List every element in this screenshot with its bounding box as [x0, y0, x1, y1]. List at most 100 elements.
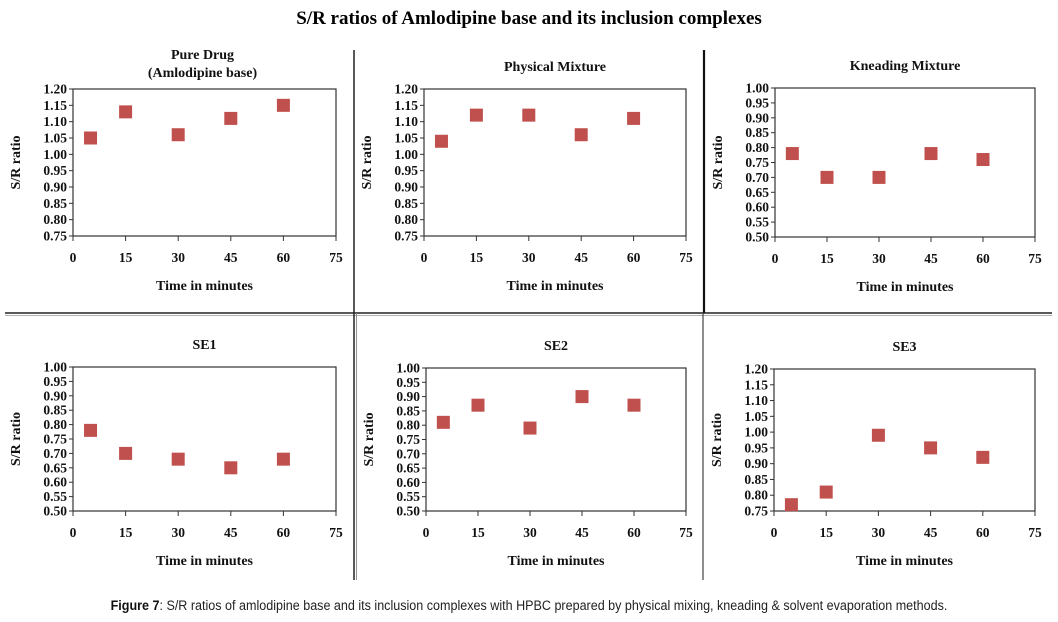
plot-area [72, 88, 337, 237]
y-tick-label: 0.75 [744, 504, 768, 519]
data-point-marker [976, 153, 990, 167]
data-point-marker [785, 147, 799, 161]
data-point-marker [224, 461, 238, 475]
data-point-marker [84, 423, 98, 437]
x-tick-label: 0 [421, 250, 428, 265]
y-tick-label: 0.90 [745, 110, 769, 125]
y-tick-label: 1.05 [744, 409, 768, 424]
y-tick-label: 0.70 [745, 170, 769, 185]
chart-panel-1: Pure Drug(Amlodipine base)0.750.800.850.… [9, 48, 343, 294]
y-tick-label: 1.00 [43, 147, 67, 162]
y-tick-label: 1.00 [396, 361, 420, 376]
x-tick-label: 30 [171, 250, 185, 265]
y-tick-label: 0.90 [744, 456, 768, 471]
y-tick-label: 0.80 [43, 212, 67, 227]
y-tick-label: 0.55 [43, 489, 67, 504]
data-point-marker [872, 170, 886, 184]
chart-subtitle: (Amlodipine base) [148, 66, 258, 81]
y-tick-label: 0.85 [396, 403, 420, 418]
x-tick-label: 45 [924, 525, 938, 540]
data-point-marker [784, 498, 798, 512]
y-tick-label: 0.75 [394, 229, 418, 244]
y-tick-label: 0.85 [43, 403, 67, 418]
chart-panel-3: Kneading Mixture 0.500.550.600.650.700.75… [711, 59, 1042, 295]
y-tick-label: 0.85 [394, 196, 418, 211]
x-tick-label: 0 [771, 525, 778, 540]
figure-caption: Figure 7: S/R ratios of amlodipine base … [37, 598, 1021, 613]
x-axis-label: Time in minutes [508, 554, 606, 569]
x-tick-label: 30 [171, 525, 185, 540]
y-tick-label: 0.50 [745, 230, 769, 245]
x-tick-label: 45 [224, 250, 238, 265]
y-tick-label: 1.20 [43, 82, 67, 97]
y-axis-label: S/R ratio [9, 135, 24, 189]
x-tick-label: 75 [329, 250, 343, 265]
y-tick-label: 1.05 [43, 131, 67, 146]
chart-panel-4: SE10.500.550.600.650.700.750.800.850.900… [9, 338, 343, 569]
y-tick-label: 0.90 [43, 388, 67, 403]
data-point-marker [471, 398, 485, 412]
data-point-marker [522, 108, 536, 122]
y-tick-label: 0.95 [394, 163, 418, 178]
chart-panel-2: Physical Mixture 0.75 0.800.850.90 0.951.00… [360, 60, 693, 294]
x-axis-label: Time in minutes [507, 279, 605, 294]
y-tick-label: 0.75 [43, 229, 67, 244]
y-tick-label: 0.95 [744, 440, 768, 455]
x-tick-label: 15 [471, 525, 485, 540]
y-tick-label: 0.70 [396, 446, 420, 461]
y-tick-label: 0.95 [396, 375, 420, 390]
data-point-marker [575, 390, 589, 404]
x-tick-label: 45 [575, 525, 589, 540]
y-tick-label: 0.65 [396, 461, 420, 476]
y-tick-label: 1.10 [43, 114, 67, 129]
x-tick-label: 0 [772, 251, 779, 266]
x-tick-label: 75 [1028, 525, 1042, 540]
data-point-marker [924, 441, 938, 455]
chart-title: Pure Drug [171, 48, 234, 63]
x-tick-label: 15 [470, 250, 484, 265]
plot-area [425, 367, 687, 512]
y-axis-label: S/R ratio [9, 412, 24, 466]
y-tick-label: 0.70 [43, 446, 67, 461]
chart-panel-6: SE30.750.800.850.900.951.001.051.101.151… [710, 340, 1042, 569]
x-tick-label: 60 [976, 525, 990, 540]
plot-area [773, 368, 1036, 512]
chart-title: Kneading Mixture [850, 59, 961, 74]
y-tick-label: 0.75 [43, 432, 67, 447]
data-point-marker [119, 105, 133, 119]
x-axis-label: Time in minutes [856, 554, 954, 569]
data-point-marker [224, 111, 238, 125]
plot-area [423, 88, 687, 237]
chart-title: SE2 [544, 339, 568, 354]
x-tick-label: 30 [522, 250, 536, 265]
data-point-marker [171, 128, 185, 142]
y-tick-label: 1.15 [394, 98, 418, 113]
data-point-marker [276, 98, 290, 112]
data-point-marker [171, 452, 185, 466]
x-tick-label: 30 [523, 525, 537, 540]
y-tick-label: 0.90 [394, 180, 418, 195]
y-tick-label: 0.55 [396, 489, 420, 504]
data-point-marker [627, 111, 641, 125]
x-tick-label: 45 [924, 251, 938, 266]
data-point-marker [819, 485, 833, 499]
y-axis-label: S/R ratio [711, 135, 726, 189]
data-point-marker [84, 131, 98, 145]
x-tick-label: 60 [277, 525, 291, 540]
y-tick-label: 0.65 [43, 460, 67, 475]
y-tick-label: 0.90 [396, 389, 420, 404]
data-point-marker [434, 134, 448, 148]
y-tick-label: 1.00 [43, 360, 67, 375]
chart-title: Physical Mixture [504, 60, 606, 75]
y-tick-label: 1.15 [43, 98, 67, 113]
y-tick-label: 0.75 [745, 155, 769, 170]
data-point-marker [523, 421, 537, 435]
y-tick-label: 0.55 [745, 215, 769, 230]
y-tick-label: 0.90 [43, 180, 67, 195]
x-tick-label: 60 [277, 250, 291, 265]
x-tick-label: 60 [627, 525, 641, 540]
figure-main-title: S/R ratios of Amlodipine base and its in… [296, 8, 762, 29]
y-tick-label: 0.80 [394, 212, 418, 227]
y-tick-label: 0.80 [744, 488, 768, 503]
